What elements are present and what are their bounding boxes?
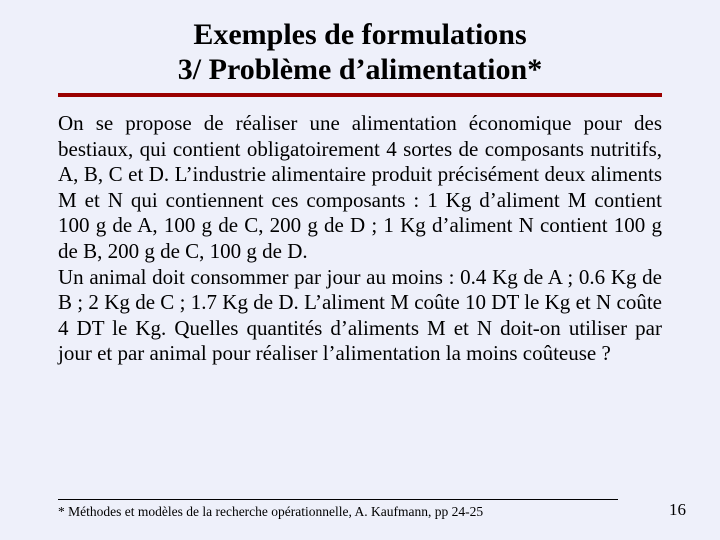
title-line-1: Exemples de formulations (58, 18, 662, 53)
title-block: Exemples de formulations 3/ Problème d’a… (58, 18, 662, 87)
footer: * Méthodes et modèles de la recherche op… (0, 499, 720, 520)
footnote-text: * Méthodes et modèles de la recherche op… (58, 504, 483, 520)
footnote-divider (58, 499, 618, 500)
body-text: On se propose de réaliser une alimentati… (58, 111, 662, 367)
slide: Exemples de formulations 3/ Problème d’a… (0, 0, 720, 540)
title-divider (58, 93, 662, 97)
page-number: 16 (669, 500, 686, 520)
footer-row: * Méthodes et modèles de la recherche op… (58, 504, 686, 520)
title-line-2: 3/ Problème d’alimentation* (58, 53, 662, 88)
